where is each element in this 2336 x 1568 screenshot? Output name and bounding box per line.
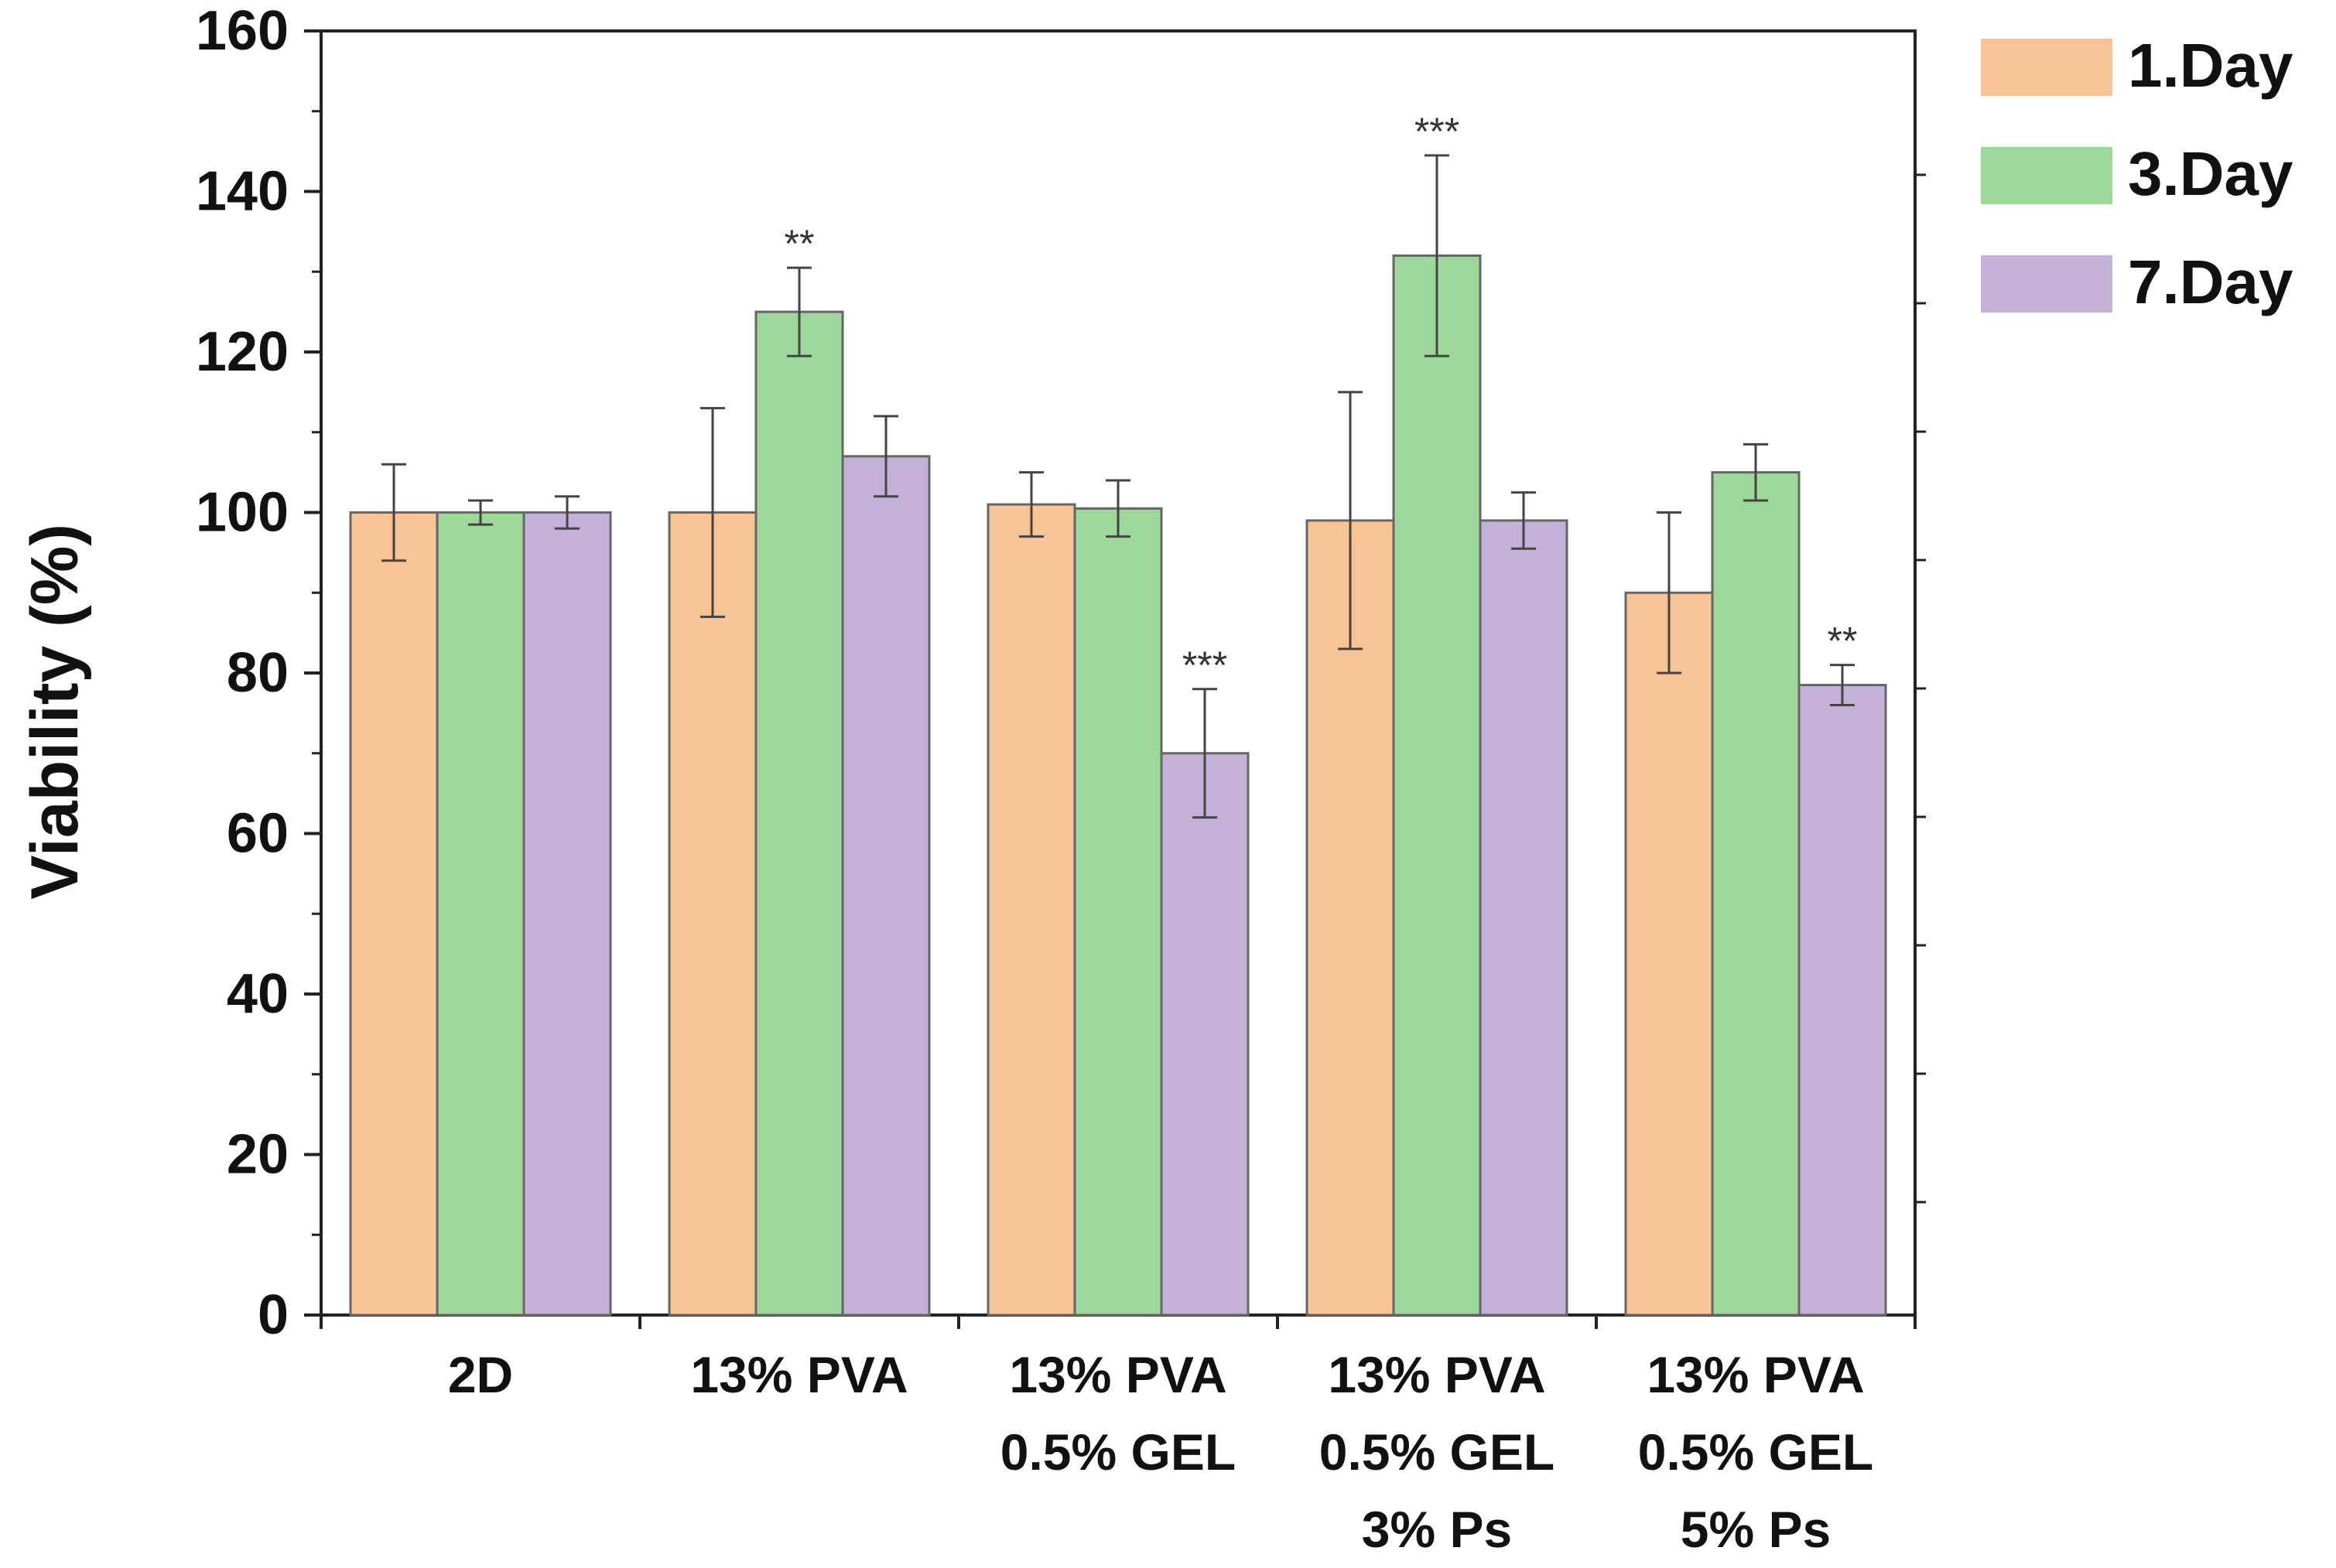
y-tick-label: 0 bbox=[258, 1284, 289, 1346]
x-category-label: 13% PVA bbox=[1009, 1346, 1226, 1403]
y-tick-label: 80 bbox=[227, 642, 289, 704]
y-tick-label: 40 bbox=[227, 963, 289, 1025]
x-category-label: 13% PVA bbox=[1328, 1346, 1545, 1403]
legend-swatch-7day bbox=[1981, 255, 2112, 313]
significance-marker: *** bbox=[1182, 644, 1227, 687]
bar-7day-3 bbox=[1479, 519, 1568, 1317]
bar-1day-1 bbox=[668, 511, 758, 1317]
x-category-label: 13% PVA bbox=[690, 1346, 908, 1403]
bar-7day-2 bbox=[1160, 752, 1250, 1317]
bar-3day-4 bbox=[1711, 471, 1801, 1317]
legend: 1.Day 3.Day 7.Day bbox=[1981, 31, 2293, 316]
x-category-label: 13% PVA bbox=[1647, 1346, 1864, 1403]
x-category-label: 0.5% GEL bbox=[1000, 1423, 1236, 1481]
y-axis-label: Viability (%) bbox=[18, 524, 92, 900]
bar-3day-0 bbox=[436, 511, 525, 1317]
bar-1day-0 bbox=[349, 511, 439, 1317]
bar-3day-3 bbox=[1392, 255, 1482, 1317]
significance-marker: ** bbox=[785, 222, 815, 265]
x-category-label: 5% Ps bbox=[1681, 1501, 1831, 1558]
bar-7day-4 bbox=[1797, 684, 1887, 1317]
x-category-label: 0.5% GEL bbox=[1319, 1423, 1554, 1481]
bars-layer: ********** bbox=[349, 110, 1887, 1317]
legend-swatch-3day bbox=[1981, 147, 2112, 204]
x-category-label: 2D bbox=[448, 1346, 513, 1403]
x-category-label: 3% Ps bbox=[1362, 1501, 1512, 1558]
y-tick-label: 20 bbox=[227, 1124, 289, 1186]
significance-marker: ** bbox=[1828, 620, 1858, 663]
bar-7day-0 bbox=[522, 511, 612, 1317]
bar-3day-2 bbox=[1073, 507, 1163, 1317]
bar-1day-2 bbox=[987, 503, 1076, 1317]
y-tick-label: 120 bbox=[196, 321, 289, 383]
significance-marker: *** bbox=[1414, 110, 1459, 153]
bar-7day-1 bbox=[841, 455, 931, 1317]
legend-label: 7.Day bbox=[2128, 248, 2293, 316]
y-tick-label: 100 bbox=[196, 482, 289, 544]
bar-3day-1 bbox=[754, 310, 844, 1317]
legend-swatch-1day bbox=[1981, 39, 2112, 96]
y-tick-label: 60 bbox=[227, 803, 289, 865]
axes-layer: 0 20 40 60 80 100 120 140 160 2D 13% PVA 13% PVA 0.5… bbox=[196, 0, 1926, 1558]
x-category-label: 0.5% GEL bbox=[1638, 1423, 1873, 1481]
legend-label: 1.Day bbox=[2128, 31, 2293, 100]
y-tick-label: 160 bbox=[196, 0, 289, 62]
bar-1day-4 bbox=[1624, 591, 1714, 1317]
legend-label: 3.Day bbox=[2128, 139, 2293, 208]
y-tick-label: 140 bbox=[196, 161, 289, 223]
